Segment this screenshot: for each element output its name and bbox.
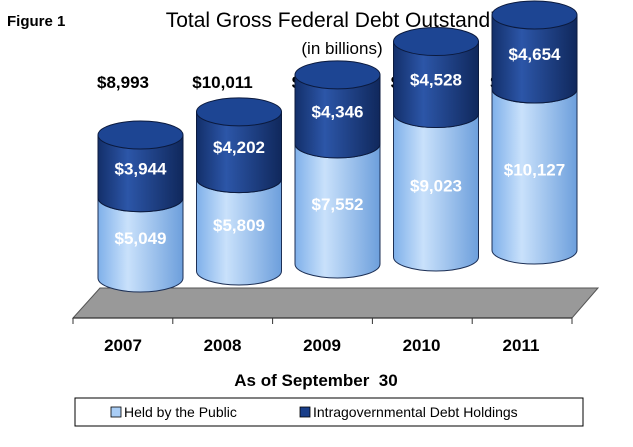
bar-top-cap: [294, 60, 381, 90]
bar-top-cap: [97, 120, 184, 150]
x-tick-label-2011: 2011: [503, 336, 540, 355]
legend-swatch-public: [110, 406, 122, 418]
bar-segment-intra: [491, 14, 578, 104]
bar-segment-intra: [196, 111, 282, 194]
legend-label-public: Held by the Public: [124, 404, 237, 420]
bar-2011: $10,127 $4,654: [491, 0, 578, 265]
bar-segment-intra: [97, 134, 184, 213]
legend-label-intra: Intragovernmental Debt Holdings: [313, 404, 518, 420]
data-label-public: $9,023: [410, 176, 462, 195]
total-label-2008: $10,011: [192, 73, 253, 92]
legend-swatch-intra: [299, 406, 311, 418]
data-label-intra: $4,346: [312, 102, 364, 121]
legend: Held by the Public Intragovernmental Deb…: [74, 397, 584, 427]
ticks-layer: 2007 2008 2009 2010 2011: [104, 336, 539, 355]
bar-2007: $5,049 $3,944: [97, 120, 184, 293]
data-label-intra: $3,944: [115, 159, 168, 178]
bar-2008: $5,809 $4,202: [196, 97, 282, 286]
bar-top-cap: [196, 97, 282, 127]
figure-label: Figure 1: [7, 13, 65, 30]
data-label-intra: $4,202: [213, 138, 265, 157]
x-tick-label-2008: 2008: [204, 336, 242, 355]
bar-top-cap: [491, 0, 578, 30]
bars-layer: $5,049 $3,944 $5,809 $4,202 $7,552 $4,346 $9,0…: [97, 0, 578, 293]
bar-top-cap: [393, 27, 479, 57]
bar-segment-intra: [393, 41, 479, 129]
data-label-public: $5,809: [213, 216, 265, 235]
chart-subtitle: (in billions): [301, 39, 382, 58]
x-tick-label-2010: 2010: [403, 336, 441, 355]
data-label-public: $7,552: [312, 195, 364, 214]
bar-2010: $9,023 $4,528: [393, 27, 479, 272]
floor-layer: [71, 287, 600, 324]
chart-title: Total Gross Federal Debt Outstanding: [166, 9, 519, 32]
bar-segment-intra: [294, 74, 381, 159]
total-label-2007: $8,993: [97, 73, 149, 92]
data-label-intra: $4,654: [509, 45, 562, 64]
floor-platform: [71, 287, 600, 319]
x-axis-label: As of September 30: [234, 371, 397, 390]
x-tick-label-2007: 2007: [104, 336, 142, 355]
data-label-public: $5,049: [115, 229, 167, 248]
data-label-intra: $4,528: [410, 71, 462, 90]
x-tick-label-2009: 2009: [303, 336, 341, 355]
data-label-public: $10,127: [504, 160, 565, 179]
bar-2009: $7,552 $4,346: [294, 60, 381, 279]
legend-box: [74, 397, 584, 427]
